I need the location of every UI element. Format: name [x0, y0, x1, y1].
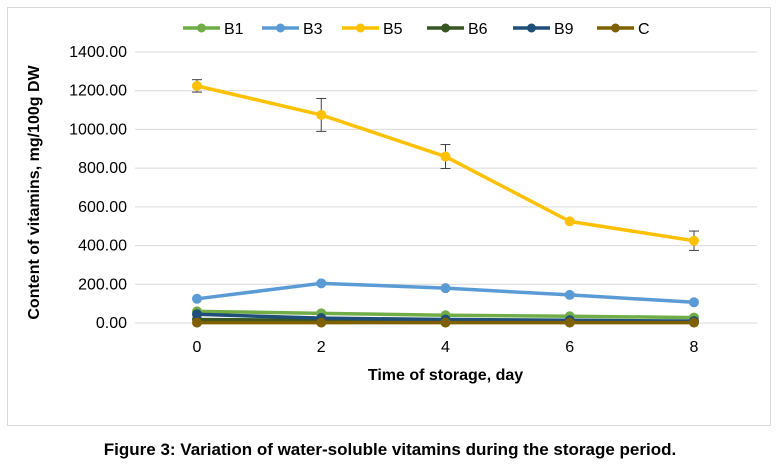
y-tick-label: 0.00 [96, 315, 127, 332]
data-point [316, 317, 327, 328]
x-axis-title: Time of storage, day [368, 367, 523, 384]
data-point [564, 289, 575, 300]
gridlines [135, 51, 757, 285]
y-axis-tick-labels: 0.00 200.00 400.00 600.00 800.00 1000.00 1200.… [69, 44, 127, 332]
y-tick-label: 1400.00 [69, 44, 127, 61]
data-point [192, 317, 202, 328]
figure-caption: Figure 3: Variation of water-soluble vit… [103, 440, 677, 459]
legend-marker [276, 23, 285, 33]
x-tick-label: 0 [193, 339, 202, 356]
x-tick-label: 6 [565, 339, 574, 356]
data-point [689, 297, 699, 308]
y-tick-label: 1200.00 [69, 83, 127, 100]
data-point [192, 309, 202, 320]
legend-item-b1: B1 [183, 21, 244, 38]
legend: B1 B3 B5 B6 B9 C [183, 21, 650, 38]
series-c [192, 317, 699, 328]
y-tick-label: 400.00 [78, 238, 127, 255]
legend-label: B3 [303, 21, 323, 38]
data-point [316, 278, 327, 289]
x-tick-label: 4 [441, 339, 450, 356]
y-tick-label: 200.00 [78, 276, 127, 293]
x-tick-label: 8 [690, 339, 699, 356]
data-point [689, 235, 699, 246]
legend-label: C [638, 21, 650, 38]
data-point [316, 109, 327, 120]
series-b5 [192, 79, 699, 251]
data-point [440, 317, 451, 328]
legend-marker [197, 23, 206, 33]
data-point [689, 317, 699, 328]
y-axis-title: Content of vitamins, mg/100g DW [26, 64, 43, 319]
legend-item-b5: B5 [342, 21, 403, 38]
data-point [564, 317, 575, 328]
legend-label: B6 [468, 21, 488, 38]
series-b3 [192, 278, 699, 308]
legend-label: B5 [383, 21, 403, 38]
data-point [440, 151, 451, 162]
legend-marker [611, 23, 620, 33]
y-tick-label: 800.00 [78, 160, 127, 177]
legend-label: B9 [554, 21, 574, 38]
chart-area [7, 7, 771, 426]
legend-marker [441, 23, 450, 33]
legend-item-b3: B3 [262, 21, 323, 38]
legend-label: B1 [224, 21, 244, 38]
y-tick-label: 1000.00 [69, 121, 127, 138]
legend-item-b6: B6 [427, 21, 488, 38]
legend-item-c: C [597, 21, 650, 38]
series-lines [192, 79, 699, 328]
legend-marker [356, 23, 365, 33]
legend-item-b9: B9 [513, 21, 574, 38]
y-tick-label: 600.00 [78, 199, 127, 216]
data-point [192, 293, 202, 304]
x-tick-label: 2 [317, 339, 326, 356]
line-chart: 0.00 200.00 400.00 600.00 800.00 1000.00 1200.… [26, 21, 757, 384]
x-axis-tick-labels: 0 2 4 6 8 [193, 339, 699, 356]
data-point [564, 216, 575, 227]
data-point [440, 283, 451, 294]
legend-marker [527, 23, 536, 33]
data-point [192, 80, 202, 91]
